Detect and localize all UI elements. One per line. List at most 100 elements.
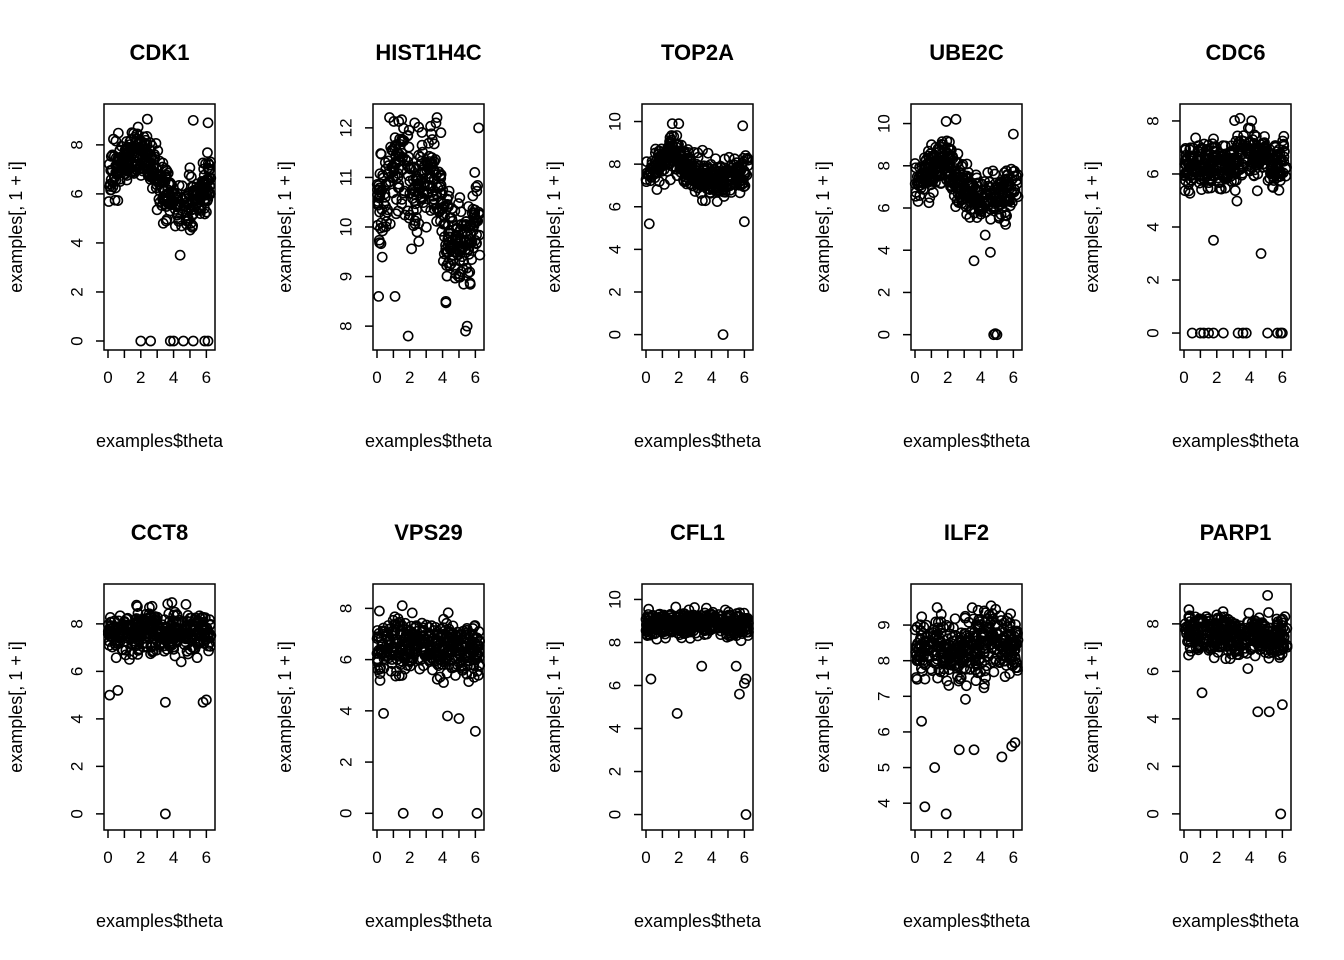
data-point xyxy=(1221,616,1233,628)
data-point xyxy=(187,114,199,126)
data-point xyxy=(144,611,155,623)
data-point xyxy=(473,626,485,637)
data-point xyxy=(946,183,958,195)
data-point xyxy=(162,187,174,199)
data-point xyxy=(1006,740,1018,752)
data-point xyxy=(734,624,746,636)
x-tick-label: 4 xyxy=(976,848,985,867)
x-tick-label: 4 xyxy=(169,848,178,867)
data-point xyxy=(1237,162,1249,173)
data-point xyxy=(978,682,990,694)
data-point xyxy=(451,222,463,234)
data-point xyxy=(1208,652,1220,664)
data-point xyxy=(657,617,668,629)
data-point xyxy=(1237,327,1249,339)
y-tick-label: 4 xyxy=(336,706,355,715)
data-point xyxy=(645,673,657,685)
data-point xyxy=(381,206,393,218)
data-point xyxy=(107,177,119,189)
data-point xyxy=(953,744,965,756)
points xyxy=(909,113,1024,341)
data-point xyxy=(953,675,965,687)
data-point xyxy=(393,670,405,682)
data-point xyxy=(1263,706,1275,718)
data-point xyxy=(701,167,713,179)
data-point xyxy=(404,660,416,672)
data-point xyxy=(138,157,149,168)
data-point xyxy=(1003,180,1015,192)
data-point xyxy=(435,127,447,139)
data-point xyxy=(104,630,116,642)
y-tick-label: 6 xyxy=(67,667,86,676)
data-point xyxy=(1249,617,1261,629)
data-point xyxy=(964,657,976,669)
data-point xyxy=(122,627,134,639)
y-axis-label: examples[, 1 + i] xyxy=(275,641,295,773)
data-point xyxy=(973,639,985,651)
data-point xyxy=(960,693,971,705)
data-point xyxy=(467,242,479,254)
data-point xyxy=(462,222,474,234)
x-axis-label: examples$theta xyxy=(96,911,224,931)
data-point xyxy=(1240,142,1252,154)
data-point xyxy=(375,148,387,160)
data-point xyxy=(956,652,968,664)
plot-frame xyxy=(103,103,216,351)
data-point xyxy=(980,671,991,683)
data-point xyxy=(949,629,961,641)
data-point xyxy=(191,652,203,664)
data-point xyxy=(112,638,124,650)
data-point xyxy=(387,187,399,199)
data-point xyxy=(1259,137,1270,148)
data-point xyxy=(431,112,443,123)
data-point xyxy=(699,629,710,640)
plot-frame xyxy=(1179,583,1292,831)
data-point xyxy=(117,161,129,173)
data-point xyxy=(431,202,443,214)
data-point xyxy=(454,271,466,283)
data-point xyxy=(658,610,669,622)
data-point xyxy=(1246,115,1258,127)
data-point xyxy=(453,713,465,724)
data-point xyxy=(1223,159,1235,171)
x-tick-label: 2 xyxy=(136,848,145,867)
data-point xyxy=(975,189,987,201)
data-point xyxy=(919,801,931,813)
data-point xyxy=(157,157,169,169)
data-point xyxy=(651,184,663,195)
data-point xyxy=(201,185,213,197)
data-point xyxy=(147,168,159,180)
data-point xyxy=(164,335,176,347)
data-point xyxy=(1263,642,1275,654)
x-tick-label: 2 xyxy=(943,368,952,387)
data-point xyxy=(923,197,935,209)
y-tick-label: 12 xyxy=(336,118,355,137)
x-tick-label: 0 xyxy=(641,368,650,387)
data-point xyxy=(659,628,671,640)
data-point xyxy=(985,246,996,258)
x-tick-label: 6 xyxy=(740,368,749,387)
data-point xyxy=(404,645,415,656)
y-tick-label: 4 xyxy=(874,798,893,807)
data-point xyxy=(1263,607,1274,618)
data-point xyxy=(103,196,115,207)
data-point xyxy=(132,601,143,612)
data-point xyxy=(1194,160,1206,172)
points xyxy=(371,112,486,342)
data-point xyxy=(1255,248,1267,259)
data-point xyxy=(1271,619,1283,630)
data-point xyxy=(174,249,186,261)
x-tick-label: 2 xyxy=(943,848,952,867)
data-point xyxy=(1005,195,1016,206)
y-tick-label: 6 xyxy=(874,203,893,212)
data-point xyxy=(950,647,962,659)
data-point xyxy=(1001,210,1013,222)
data-point xyxy=(161,213,173,225)
data-point xyxy=(112,622,124,634)
x-tick-label: 0 xyxy=(1179,368,1188,387)
data-point xyxy=(163,608,175,620)
data-point xyxy=(416,653,428,665)
data-point xyxy=(1215,631,1227,643)
data-point xyxy=(454,192,466,203)
